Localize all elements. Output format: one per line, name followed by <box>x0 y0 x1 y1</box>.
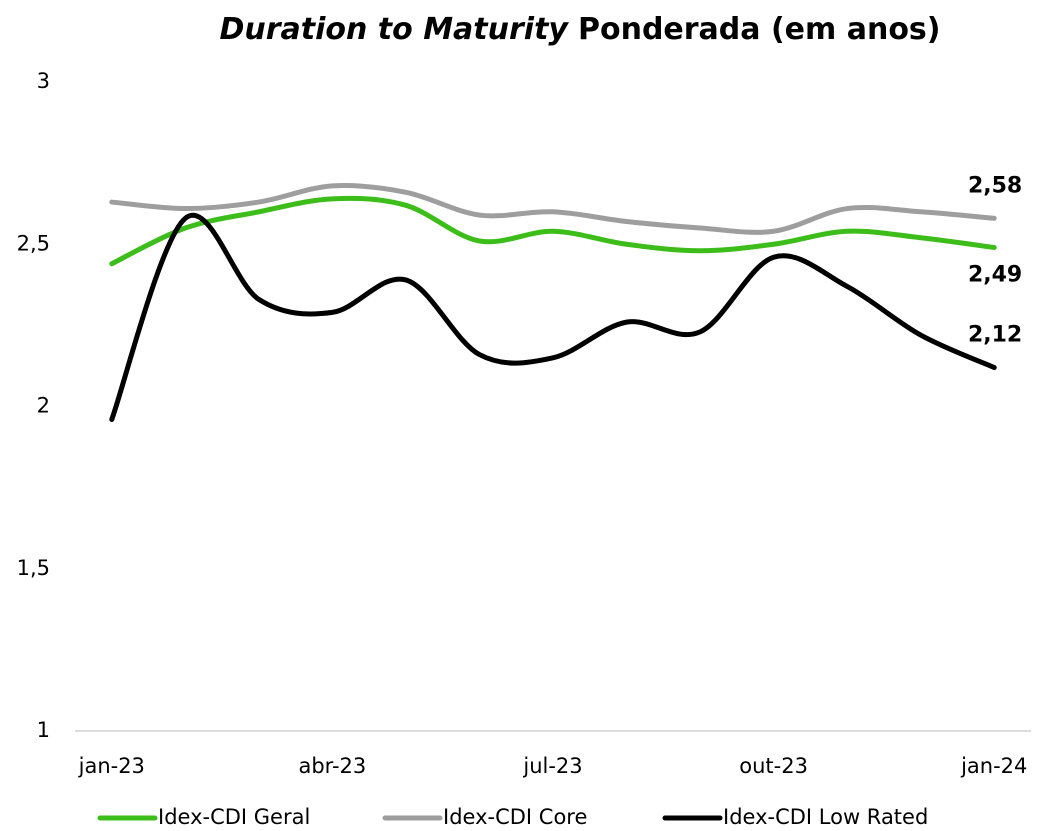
y-tick-label: 2,5 <box>17 231 50 255</box>
y-tick-label: 3 <box>37 69 50 93</box>
title-emphasis: Duration to Maturity <box>219 12 569 47</box>
legend-label: Idex-CDI Low Rated <box>723 805 928 829</box>
data-label: 2,12 <box>968 323 1022 348</box>
legend-label: Idex-CDI Geral <box>158 805 310 829</box>
y-tick-label: 1,5 <box>17 556 50 580</box>
x-tick-label: jan-23 <box>78 754 145 778</box>
line-series <box>109 212 997 422</box>
x-tick-label: jan-24 <box>960 754 1027 778</box>
x-tick-label: jul-23 <box>522 754 582 778</box>
legend-label: Idex-CDI Core <box>443 805 587 829</box>
x-tick-label: abr-23 <box>298 754 366 778</box>
data-label: 2,49 <box>968 262 1022 287</box>
data-label: 2,58 <box>968 173 1022 198</box>
line-series <box>109 182 997 235</box>
x-tick-label: out-23 <box>739 754 808 778</box>
line-series <box>109 195 997 267</box>
chart-title: Duration to Maturity Ponderada (em anos) <box>219 12 940 47</box>
y-tick-label: 2 <box>37 394 50 418</box>
title-rest: Ponderada (em anos) <box>578 12 941 47</box>
y-tick-label: 1 <box>37 718 50 742</box>
